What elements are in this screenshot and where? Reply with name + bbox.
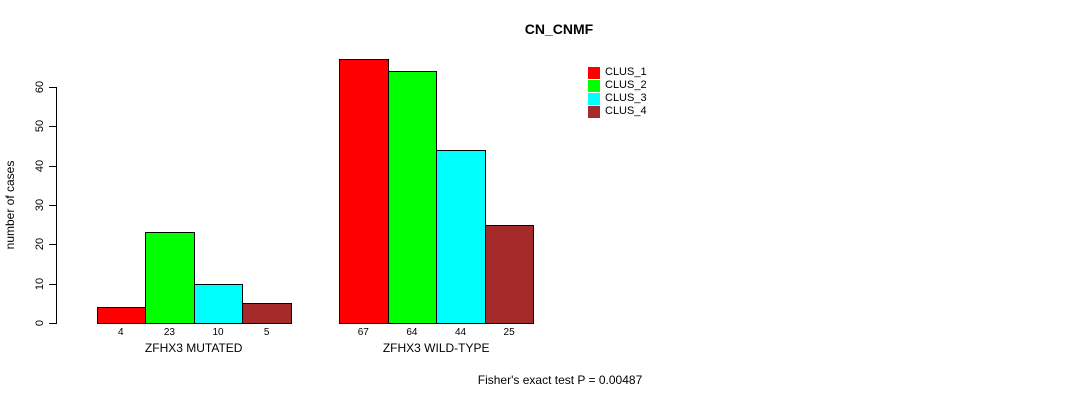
bar	[96, 307, 147, 324]
y-tick	[49, 165, 56, 167]
y-tick	[49, 323, 56, 324]
bar-value-label: 5	[263, 327, 270, 338]
legend-label: CLUS_3	[605, 92, 647, 104]
fisher-test-note: Fisher's exact test P = 0.00487	[477, 373, 643, 387]
legend: CLUS_1 CLUS_2 CLUS_3 CLUS_4	[588, 66, 647, 118]
bar-value-label: 64	[406, 327, 418, 338]
legend-label: CLUS_4	[605, 105, 647, 117]
group-label: ZFHX3 WILD-TYPE	[382, 341, 490, 355]
legend-swatch	[588, 66, 600, 79]
legend-swatch	[588, 92, 600, 105]
y-tick-label: 0	[34, 319, 46, 327]
bar-value-label: 10	[212, 327, 224, 338]
legend-label: CLUS_1	[605, 66, 647, 78]
y-tick	[49, 126, 56, 128]
bar	[145, 232, 195, 324]
y-tick	[49, 283, 56, 285]
y-tick-label: 20	[34, 238, 46, 251]
legend-row: CLUS_2	[588, 79, 647, 92]
y-tick-label: 30	[34, 198, 46, 211]
y-axis-label: number of cases	[3, 160, 17, 250]
y-tick-label: 50	[34, 120, 46, 133]
y-tick-label: 40	[34, 159, 46, 172]
y-tick	[49, 204, 56, 206]
group-label: ZFHX3 MUTATED	[144, 341, 243, 355]
bar	[387, 71, 438, 324]
bar-value-label: 44	[454, 327, 467, 338]
bar	[339, 59, 389, 324]
legend-label: CLUS_2	[605, 79, 647, 91]
y-tick-label: 10	[34, 277, 46, 290]
chart-title: CN_CNMF	[524, 21, 594, 37]
legend-row: CLUS_1	[588, 66, 647, 79]
legend-row: CLUS_3	[588, 92, 647, 105]
y-tick	[49, 244, 56, 246]
bar	[193, 283, 244, 324]
bar-value-label: 4	[118, 327, 124, 338]
bar	[242, 303, 292, 324]
bar	[484, 224, 535, 324]
bar-value-label: 23	[163, 327, 175, 338]
legend-swatch	[588, 105, 600, 118]
y-tick	[49, 86, 56, 88]
legend-row: CLUS_4	[588, 105, 647, 118]
y-tick-label: 60	[34, 80, 46, 93]
y-axis-line	[56, 86, 57, 324]
bar-value-label: 67	[357, 327, 369, 338]
bar-value-label: 25	[503, 327, 515, 338]
bar	[436, 149, 486, 324]
legend-swatch	[588, 79, 600, 92]
